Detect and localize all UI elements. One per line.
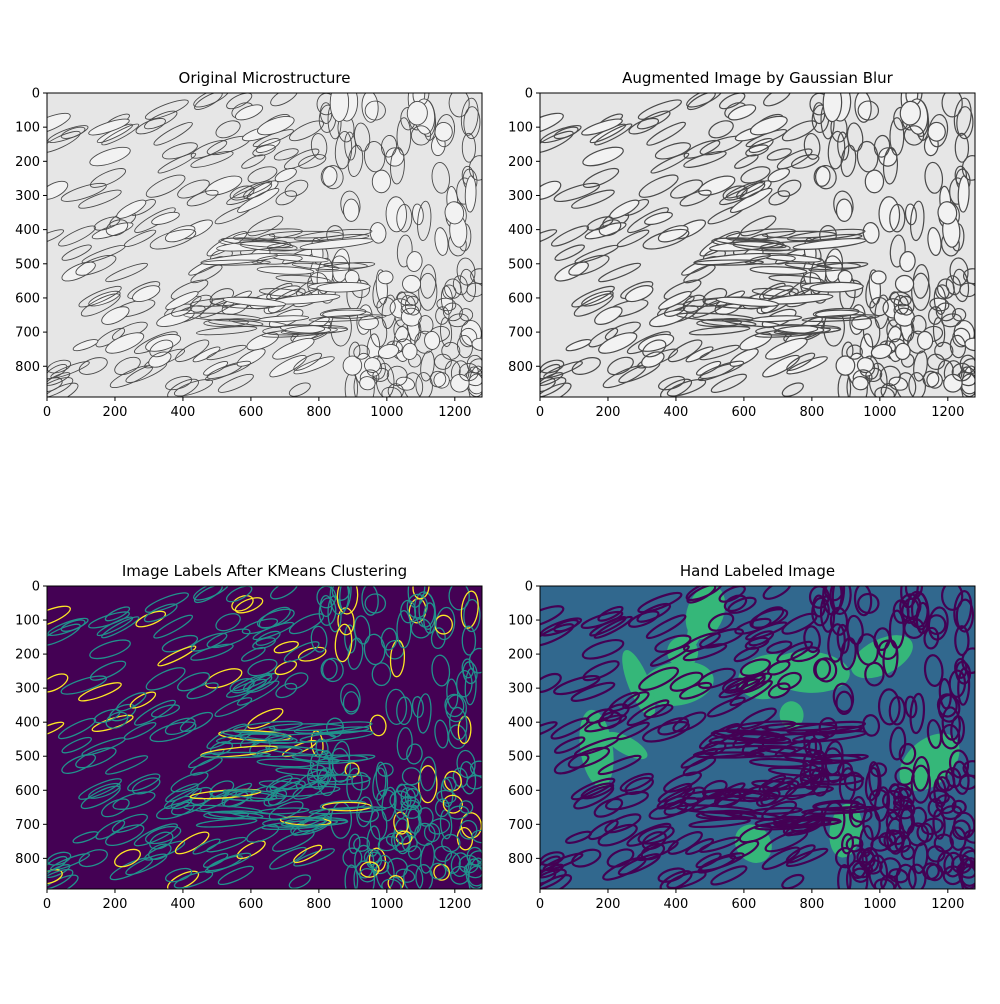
- x-tick-label: 0: [536, 405, 544, 420]
- x-tick-label: 1200: [931, 897, 964, 912]
- x-tick-label: 200: [596, 405, 621, 420]
- panel-original: 0 200 400 600 800 1000 1200 0 100 200 300 400 500 600…: [15, 87, 483, 420]
- x-tick-label: 800: [306, 405, 331, 420]
- axes-frame: [539, 585, 976, 890]
- y-tick-label: 600: [508, 784, 533, 799]
- x-tick-label: 400: [171, 405, 196, 420]
- x-tick-label: 800: [306, 897, 331, 912]
- y-tick-label: 800: [508, 360, 533, 375]
- image-kmeans: [47, 586, 482, 889]
- image-original: [47, 93, 482, 397]
- y-tick-label: 500: [508, 750, 533, 765]
- y-tick-label: 300: [508, 682, 533, 697]
- y-tick-label: 0: [32, 580, 40, 595]
- y-tick-label: 100: [508, 614, 533, 629]
- x-tick-label: 400: [171, 897, 196, 912]
- x-tick-label: 1000: [863, 405, 896, 420]
- x-tick-label: 1000: [863, 897, 896, 912]
- x-tick-label: 600: [731, 405, 756, 420]
- x-tick-label: 0: [43, 405, 51, 420]
- y-tick-label: 600: [508, 291, 533, 306]
- x-tick-label: 200: [103, 405, 128, 420]
- y-tick-label: 100: [15, 614, 40, 629]
- y-tick-label: 700: [508, 326, 533, 341]
- y-tick-label: 200: [508, 648, 533, 663]
- x-tick-label: 1000: [370, 405, 403, 420]
- panel-blur: 0 200 400 600 800 1000 1200 0 100 200 300 400 500 600…: [508, 87, 976, 420]
- y-tick-label: 200: [508, 155, 533, 170]
- y-tick-label: 400: [508, 716, 533, 731]
- x-tick-label: 0: [536, 897, 544, 912]
- y-tick-label: 200: [15, 155, 40, 170]
- x-tick-label: 1200: [931, 405, 964, 420]
- image-blur: [540, 93, 975, 397]
- panel-title-blur: Augmented Image by Gaussian Blur: [622, 69, 893, 87]
- y-tick-label: 500: [15, 750, 40, 765]
- y-tick-label: 700: [508, 818, 533, 833]
- panel-title-hand-labeled: Hand Labeled Image: [679, 562, 836, 580]
- y-tick-label: 600: [15, 291, 40, 306]
- x-tick-label: 200: [103, 897, 128, 912]
- x-tick-label: 200: [596, 897, 621, 912]
- x-tick-label: 0: [43, 897, 51, 912]
- y-tick-label: 700: [15, 818, 40, 833]
- y-tick-label: 700: [15, 326, 40, 341]
- axes-frame: [539, 92, 976, 398]
- x-tick-label: 600: [731, 897, 756, 912]
- panel-title-kmeans: Image Labels After KMeans Clustering: [121, 562, 408, 580]
- y-tick-label: 0: [525, 87, 533, 102]
- x-tick-label: 400: [664, 897, 689, 912]
- y-tick-label: 400: [15, 223, 40, 238]
- x-tick-label: 1200: [438, 897, 471, 912]
- x-tick-label: 600: [238, 897, 263, 912]
- y-tick-label: 500: [508, 257, 533, 272]
- y-tick-label: 800: [508, 852, 533, 867]
- y-tick-label: 500: [15, 257, 40, 272]
- x-tick-label: 1000: [370, 897, 403, 912]
- image-hand-labeled: [540, 586, 975, 889]
- panel-kmeans: 0 200 400 600 800 1000 1200 0 100 200 300 400 500 600…: [15, 580, 483, 912]
- y-tick-label: 800: [15, 852, 40, 867]
- axes-frame: [46, 585, 483, 890]
- y-tick-label: 400: [508, 223, 533, 238]
- y-tick-label: 400: [15, 716, 40, 731]
- y-tick-label: 0: [525, 580, 533, 595]
- y-tick-label: 100: [508, 121, 533, 136]
- y-tick-label: 100: [15, 121, 40, 136]
- y-tick-label: 200: [15, 648, 40, 663]
- panel-hand-labeled: 0 200 400 600 800 1000 1200 0 100 200 300 400 500 600…: [508, 580, 976, 912]
- axes-frame: [46, 92, 483, 398]
- y-tick-label: 800: [15, 360, 40, 375]
- panel-title-original: Original Microstructure: [178, 69, 351, 87]
- x-tick-label: 800: [799, 897, 824, 912]
- y-tick-label: 300: [15, 682, 40, 697]
- x-tick-label: 400: [664, 405, 689, 420]
- y-tick-label: 300: [508, 189, 533, 204]
- x-tick-label: 600: [238, 405, 263, 420]
- y-tick-label: 0: [32, 87, 40, 102]
- y-tick-label: 300: [15, 189, 40, 204]
- x-tick-label: 1200: [438, 405, 471, 420]
- y-tick-label: 600: [15, 784, 40, 799]
- x-tick-label: 800: [799, 405, 824, 420]
